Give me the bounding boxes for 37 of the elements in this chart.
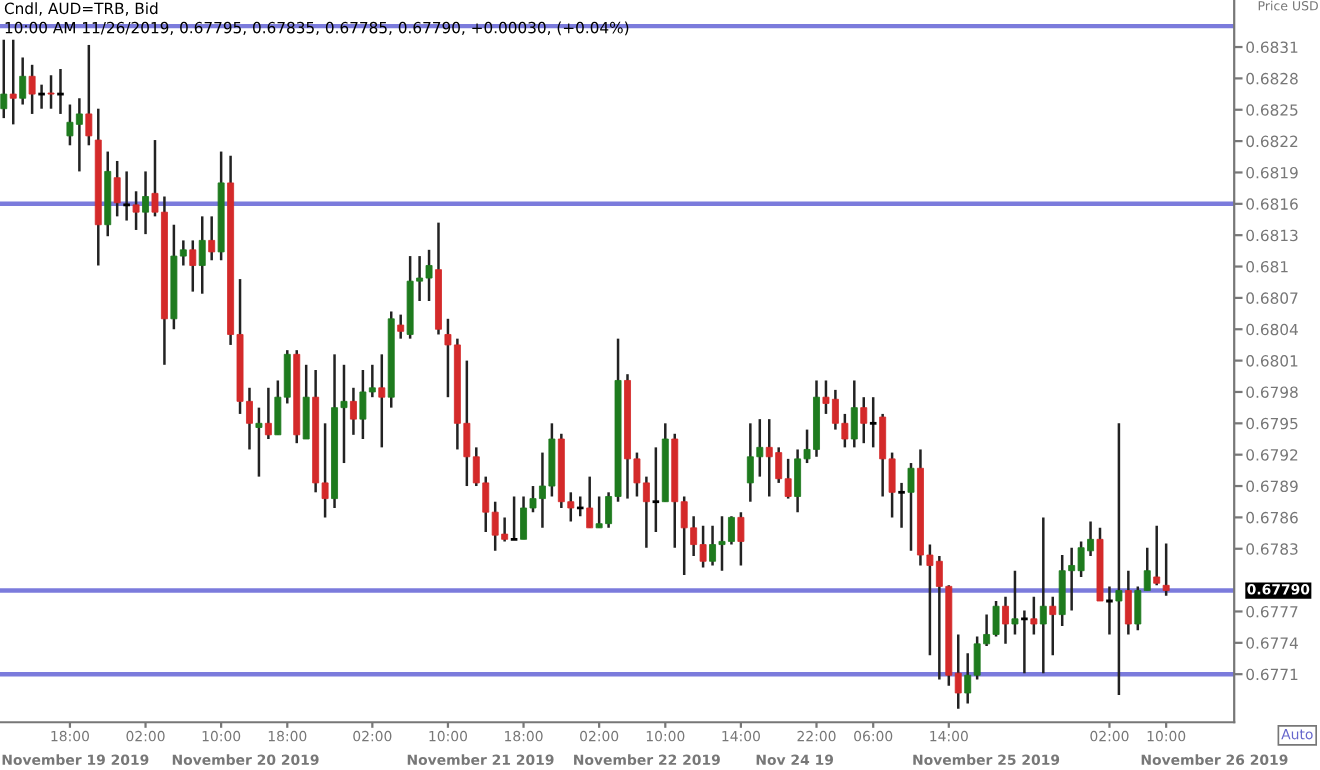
candlestick bbox=[860, 395, 868, 445]
candlestick bbox=[0, 38, 8, 120]
candlestick bbox=[47, 74, 55, 110]
candlestick bbox=[737, 510, 745, 567]
candlestick bbox=[132, 190, 140, 232]
candlestick bbox=[1124, 569, 1132, 636]
candlestick bbox=[19, 56, 27, 106]
candlestick bbox=[868, 395, 878, 449]
candlestick bbox=[9, 38, 17, 126]
candlestick bbox=[208, 215, 216, 262]
candlestick bbox=[113, 159, 121, 218]
candlestick bbox=[509, 495, 519, 541]
candlestick bbox=[198, 215, 206, 295]
candlestick bbox=[264, 386, 272, 441]
candlestick bbox=[397, 313, 405, 340]
candlestick bbox=[302, 363, 310, 441]
candlestick bbox=[1039, 516, 1047, 675]
candlestick bbox=[85, 43, 93, 147]
candlestick bbox=[1019, 609, 1030, 675]
candlestick bbox=[1115, 422, 1123, 697]
candlestick bbox=[1002, 595, 1009, 646]
candlestick bbox=[1153, 524, 1161, 587]
candlestick bbox=[349, 386, 357, 437]
candlestick bbox=[896, 481, 907, 530]
candlestick bbox=[142, 170, 149, 236]
candlestick bbox=[255, 406, 263, 478]
candlestick bbox=[1049, 595, 1057, 657]
candlestick bbox=[907, 461, 915, 553]
candlestick bbox=[850, 379, 858, 449]
candlestick bbox=[1162, 542, 1170, 598]
candlestick bbox=[1011, 569, 1019, 636]
candlestick bbox=[378, 353, 386, 449]
candlestick bbox=[28, 63, 36, 116]
candlestick bbox=[651, 446, 661, 534]
candlestick bbox=[189, 239, 197, 293]
candlestick bbox=[1030, 595, 1038, 636]
candlestick bbox=[586, 475, 594, 530]
